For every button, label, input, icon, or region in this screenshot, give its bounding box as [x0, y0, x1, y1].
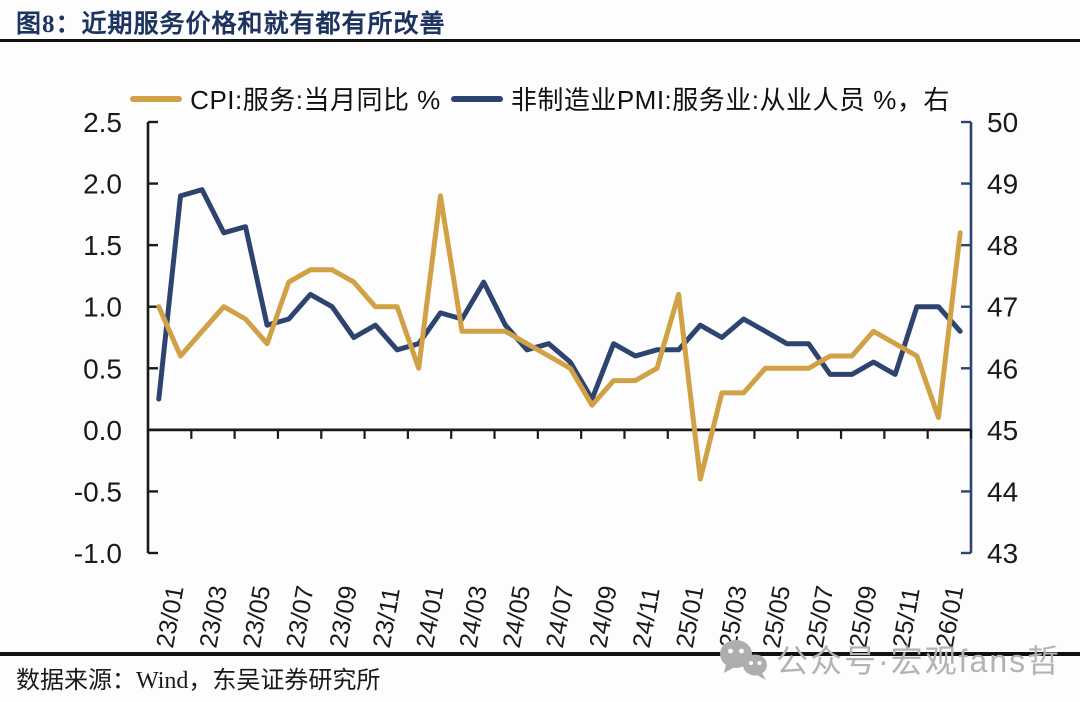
- svg-text:23/11: 23/11: [368, 585, 406, 650]
- svg-text:48: 48: [987, 230, 1018, 261]
- svg-text:23/03: 23/03: [194, 584, 232, 650]
- svg-text:24/03: 24/03: [454, 584, 492, 650]
- legend-label-cpi: CPI:服务:当月同比 %: [190, 85, 441, 115]
- pmi-line-swatch: [450, 95, 503, 102]
- svg-text:25/01: 25/01: [671, 584, 709, 650]
- svg-text:24/05: 24/05: [498, 584, 536, 650]
- svg-text:24/09: 24/09: [584, 584, 622, 650]
- svg-text:1.0: 1.0: [83, 292, 122, 323]
- figure-title: 图8：近期服务价格和就有都有所改善: [16, 11, 446, 38]
- svg-text:49: 49: [987, 169, 1018, 200]
- figure-bottom-border: [0, 652, 1080, 656]
- svg-text:-1.0: -1.0: [74, 538, 122, 569]
- cpi-line-swatch: [130, 95, 183, 102]
- svg-text:24/01: 24/01: [411, 584, 449, 650]
- svg-text:47: 47: [987, 292, 1018, 323]
- svg-text:23/07: 23/07: [281, 584, 319, 650]
- svg-text:-0.5: -0.5: [74, 476, 122, 507]
- watermark: 公众号·宏观fans哲: [716, 636, 1061, 682]
- svg-text:0.0: 0.0: [83, 415, 122, 446]
- legend-item-cpi: CPI:服务:当月同比 %: [130, 80, 441, 117]
- svg-text:2.0: 2.0: [83, 169, 122, 200]
- chart-legend: CPI:服务:当月同比 % 非制造业PMI:服务业:从业人员 %，右: [0, 80, 1080, 117]
- legend-item-pmi: 非制造业PMI:服务业:从业人员 %，右: [450, 80, 950, 117]
- svg-text:0.5: 0.5: [83, 353, 122, 384]
- svg-text:43: 43: [987, 538, 1018, 569]
- data-source: 数据来源：Wind，东吴证券研究所: [16, 668, 381, 694]
- svg-text:45: 45: [987, 415, 1018, 446]
- svg-text:44: 44: [987, 476, 1018, 507]
- title-divider: [0, 39, 1080, 42]
- watermark-text: 公众号·宏观fans哲: [776, 643, 1062, 679]
- svg-text:23/09: 23/09: [324, 584, 362, 650]
- svg-text:24/07: 24/07: [541, 584, 579, 650]
- svg-text:2.5: 2.5: [83, 107, 122, 138]
- svg-text:23/01: 23/01: [151, 584, 189, 650]
- svg-text:50: 50: [987, 107, 1018, 138]
- svg-text:46: 46: [987, 353, 1018, 384]
- svg-text:1.5: 1.5: [83, 230, 122, 261]
- svg-text:24/11: 24/11: [628, 585, 666, 650]
- svg-text:23/05: 23/05: [238, 584, 276, 650]
- legend-label-pmi: 非制造业PMI:服务业:从业人员 %，右: [510, 85, 950, 115]
- wechat-icon: [720, 640, 767, 680]
